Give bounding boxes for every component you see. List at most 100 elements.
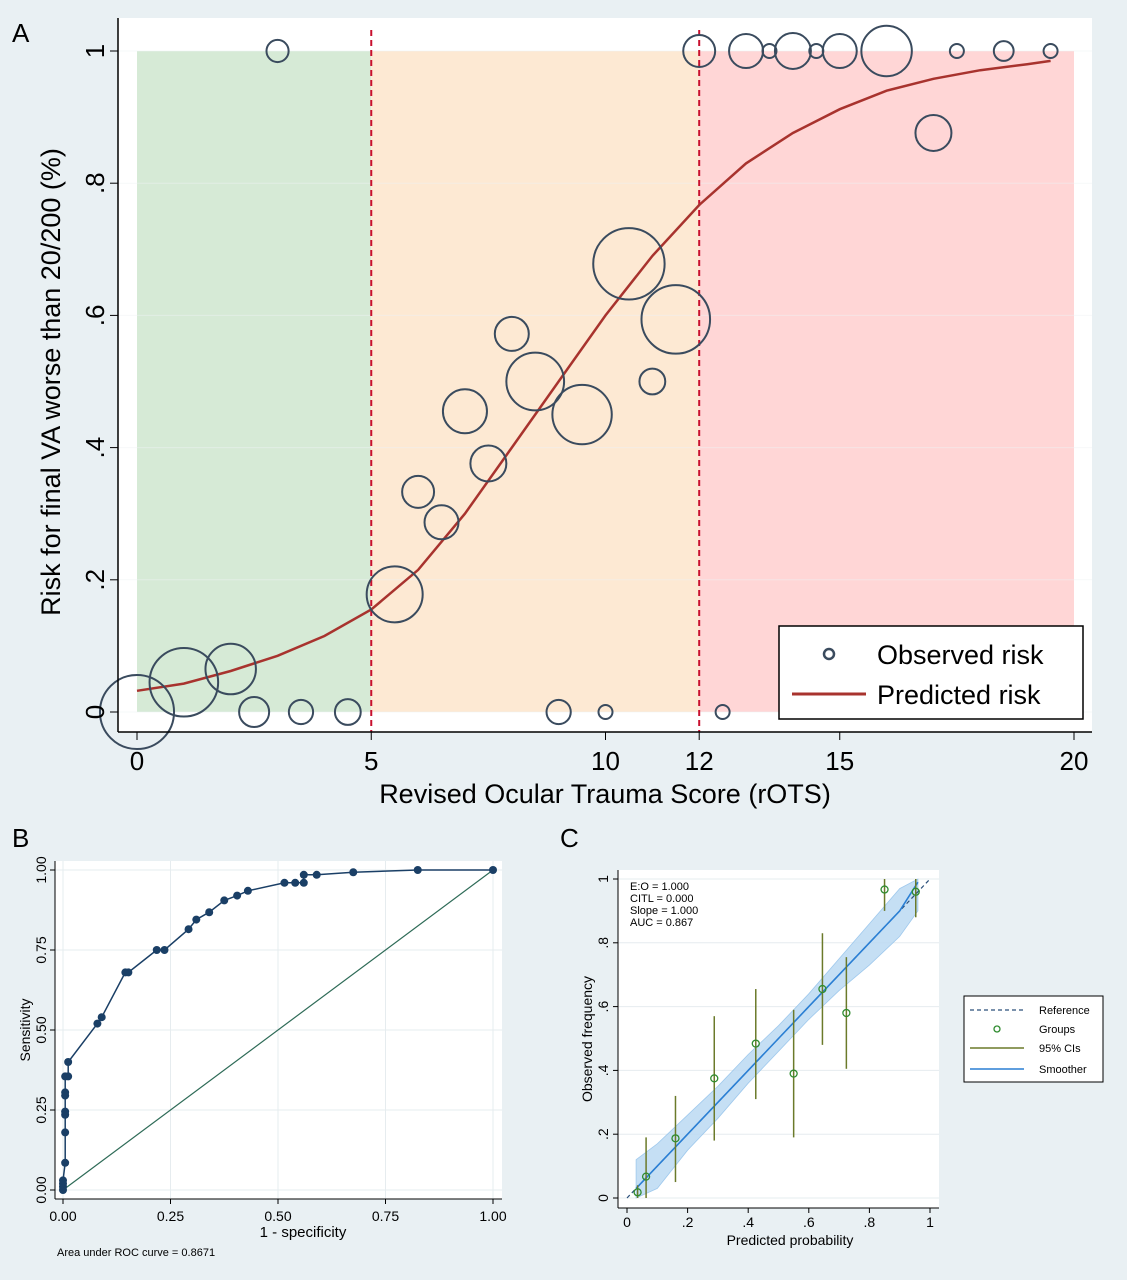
legend-label: Smoother (1039, 1064, 1087, 1076)
y-tick-label: 0 (595, 1194, 611, 1202)
observed-risk-bubble (640, 284, 712, 355)
panel-label-b: B (12, 823, 29, 853)
observed-risk-bubble (98, 673, 176, 751)
observed-risk-bubble (333, 698, 362, 726)
roc-point (299, 878, 308, 887)
roc-point (160, 946, 169, 954)
x-tick-label: 12 (685, 746, 714, 776)
group-point (880, 885, 889, 894)
y-tick-label: 0.25 (33, 1096, 49, 1123)
group-point (842, 1008, 851, 1018)
x-tick-label: 1 (926, 1214, 934, 1230)
x-tick-label: 0.00 (49, 1208, 76, 1224)
predicted-risk-line (136, 59, 1051, 693)
y-tick-label: 0.50 (33, 1016, 49, 1043)
roc-point (61, 1107, 70, 1116)
observed-risk-bubble (551, 383, 613, 446)
legend: Observed risk Predicted risk (778, 625, 1084, 720)
risk-zone (137, 51, 372, 712)
observed-risk-bubble (469, 444, 508, 483)
roc-point (184, 925, 193, 934)
observed-risk-bubble (948, 43, 965, 59)
x-tick-label: 15 (825, 746, 854, 776)
x-tick-label: 1.00 (479, 1208, 506, 1224)
roc-point (59, 1176, 67, 1185)
y-tick-label: 1 (595, 875, 611, 883)
observed-risk-bubble (204, 642, 257, 696)
y-tick-label: 1 (80, 44, 110, 58)
roc-point (192, 915, 201, 924)
observed-risk-bubble (238, 695, 271, 729)
legend-label: Reference (1039, 1005, 1090, 1017)
roc-point (61, 1158, 70, 1167)
roc-point (220, 896, 229, 905)
roc-point (64, 1072, 73, 1081)
group-point (911, 887, 920, 896)
observed-risk-bubble (545, 698, 572, 726)
panel-label-a: A (12, 18, 30, 48)
y-axis-title: Observed frequency (579, 976, 595, 1102)
x-axis-title: 1 - specificity (260, 1224, 347, 1241)
y-tick-label: 0 (80, 705, 110, 719)
roc-point (280, 878, 289, 887)
y-axis-title: Sensitivity (17, 998, 33, 1061)
legend-box (778, 625, 1084, 720)
observed-risk-bubble (761, 43, 778, 59)
observed-risk-bubble (773, 32, 812, 70)
x-tick-label: .8 (864, 1214, 876, 1230)
x-axis-title: Revised Ocular Trauma Score (rOTS) (379, 779, 831, 809)
y-tick-label: 1.00 (33, 856, 49, 883)
y-tick-label: 0.00 (33, 1176, 49, 1203)
observed-risk-bubble (401, 474, 436, 509)
observed-risk-bubble (265, 38, 290, 64)
roc-point (312, 870, 321, 879)
x-tick-label: 0.75 (372, 1208, 399, 1224)
observed-risk-bubble (493, 315, 530, 352)
observed-risk-bubble (821, 32, 858, 70)
observed-risk-bubble (914, 113, 953, 152)
group-point (633, 1188, 642, 1197)
observed-risk-bubble (714, 704, 731, 720)
observed-risk-bubble (638, 367, 667, 396)
group-point (751, 1039, 760, 1048)
group-point (789, 1069, 798, 1078)
roc-point (97, 1013, 106, 1022)
observed-risk-bubble (148, 646, 220, 718)
roc-point (349, 868, 358, 877)
observed-risk-bubble (287, 698, 315, 726)
calibration-stat: AUC = 0.867 (630, 917, 693, 929)
legend-label: 95% CIs (1039, 1043, 1081, 1055)
y-tick-label: .8 (595, 937, 611, 949)
group-point (710, 1074, 719, 1083)
roc-point (291, 878, 300, 887)
panel-c: 0 0 .2 .2 .4 .4 .6 .6 .8 .8 1 1 Predicted probabilit… (579, 870, 1104, 1248)
auc-note: Area under ROC curve = 0.8671 (57, 1247, 215, 1259)
roc-point (152, 946, 161, 954)
x-tick-label: 0.25 (157, 1208, 184, 1224)
calibration-stat: CITL = 0.000 (630, 893, 694, 905)
roc-point (233, 891, 242, 900)
panel-label-c: C (560, 823, 579, 853)
roc-point (64, 1058, 73, 1066)
calibration-stat: E:O = 1.000 (630, 881, 689, 893)
x-tick-label: 20 (1060, 746, 1089, 776)
y-tick-label: .4 (595, 1064, 611, 1076)
legend-label: Observed risk (877, 640, 1044, 670)
observed-risk-bubble (505, 351, 566, 412)
roc-point (61, 1088, 70, 1097)
observed-risk-bubble (365, 565, 424, 624)
y-tick-label: .6 (595, 1001, 611, 1013)
legend-groups-icon (993, 1025, 1001, 1033)
risk-zone (371, 51, 700, 712)
x-tick-label: .6 (803, 1214, 815, 1230)
observed-risk-bubble (441, 388, 488, 435)
x-axis-title: Predicted probability (727, 1232, 854, 1248)
observed-risk-bubble (592, 227, 666, 301)
y-tick-label: .2 (595, 1128, 611, 1140)
observed-risk-bubble (992, 40, 1015, 62)
smoother-confidence-band (635, 878, 919, 1199)
legend-bubble-icon (822, 647, 836, 661)
x-tick-label: 10 (591, 746, 620, 776)
group-point (818, 984, 827, 994)
